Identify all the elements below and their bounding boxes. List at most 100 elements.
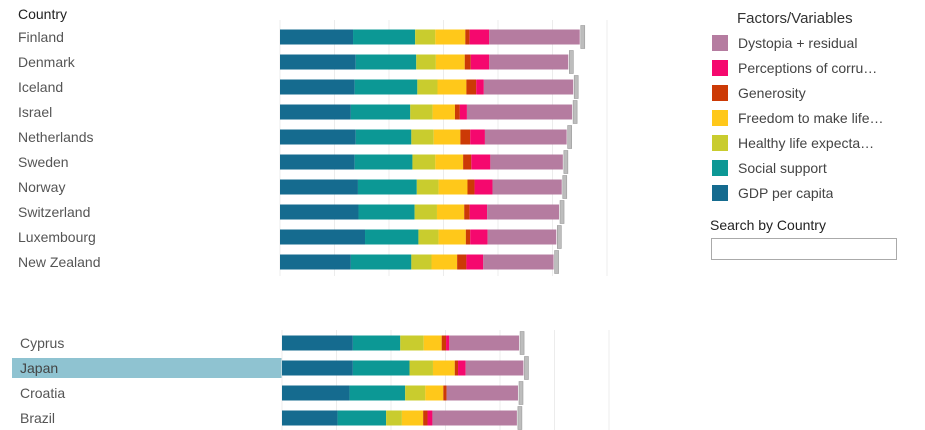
bar-segment[interactable] xyxy=(410,104,433,120)
bar-segment[interactable] xyxy=(415,29,436,45)
search-country-input[interactable] xyxy=(711,238,897,260)
bar-segment[interactable] xyxy=(354,79,418,95)
country-label[interactable]: New Zealand xyxy=(18,254,101,270)
bar-segment[interactable] xyxy=(337,410,387,426)
country-label[interactable]: Japan xyxy=(12,358,282,378)
country-label[interactable]: Croatia xyxy=(20,385,66,401)
bar-segment[interactable] xyxy=(465,229,471,245)
bar-segment[interactable] xyxy=(438,229,466,245)
bar-segment[interactable] xyxy=(282,360,353,376)
country-label[interactable]: Norway xyxy=(18,179,66,195)
bar-segment[interactable] xyxy=(412,154,436,170)
bar-segment[interactable] xyxy=(411,129,434,145)
bar-segment[interactable] xyxy=(280,29,354,45)
legend-item[interactable]: Social support xyxy=(712,155,917,180)
bar-segment[interactable] xyxy=(449,335,520,351)
country-label[interactable]: Israel xyxy=(18,104,53,120)
bar-segment[interactable] xyxy=(467,179,475,195)
bar-segment[interactable] xyxy=(435,154,464,170)
bar-segment[interactable] xyxy=(354,154,413,170)
bar-segment[interactable] xyxy=(416,54,436,70)
bar-segment[interactable] xyxy=(483,79,574,95)
bar-segment[interactable] xyxy=(454,360,459,376)
bar-segment[interactable] xyxy=(484,129,567,145)
bar-segment[interactable] xyxy=(427,410,433,426)
bar-segment[interactable] xyxy=(386,410,402,426)
bar-segment[interactable] xyxy=(490,154,563,170)
country-label[interactable]: Iceland xyxy=(18,79,64,95)
bar-segment[interactable] xyxy=(446,335,450,351)
bar-segment[interactable] xyxy=(280,79,355,95)
bar-segment[interactable] xyxy=(350,104,411,120)
bar-segment[interactable] xyxy=(436,204,465,220)
bar-segment[interactable] xyxy=(432,104,455,120)
bar-segment[interactable] xyxy=(459,104,467,120)
bar-segment[interactable] xyxy=(435,29,466,45)
bar-segment[interactable] xyxy=(469,29,490,45)
bar-segment[interactable] xyxy=(432,360,455,376)
bar-segment[interactable] xyxy=(418,229,439,245)
bar-segment[interactable] xyxy=(489,29,580,45)
bar-segment[interactable] xyxy=(431,254,458,270)
bar-segment[interactable] xyxy=(350,254,412,270)
bar-segment[interactable] xyxy=(463,154,472,170)
bar-segment[interactable] xyxy=(416,179,439,195)
country-label[interactable]: Switzerland xyxy=(18,204,91,220)
bar-segment[interactable] xyxy=(423,335,442,351)
bar-segment[interactable] xyxy=(355,54,417,70)
bar-segment[interactable] xyxy=(483,254,554,270)
bar-segment[interactable] xyxy=(433,129,461,145)
country-label[interactable]: Netherlands xyxy=(18,129,94,145)
bar-segment[interactable] xyxy=(458,360,466,376)
bar-segment[interactable] xyxy=(355,129,412,145)
bar-segment[interactable] xyxy=(470,229,488,245)
bar-segment[interactable] xyxy=(466,104,573,120)
bar-segment[interactable] xyxy=(417,79,438,95)
bar-segment[interactable] xyxy=(349,385,406,401)
legend-item[interactable]: Freedom to make life… xyxy=(712,105,917,130)
bar-segment[interactable] xyxy=(470,129,485,145)
bar-segment[interactable] xyxy=(357,179,417,195)
bar-segment[interactable] xyxy=(446,385,518,401)
bar-segment[interactable] xyxy=(489,54,569,70)
bar-segment[interactable] xyxy=(466,254,484,270)
country-label[interactable]: Finland xyxy=(18,29,64,45)
bar-segment[interactable] xyxy=(280,129,356,145)
bar-segment[interactable] xyxy=(432,410,517,426)
bar-segment[interactable] xyxy=(414,204,437,220)
bar-segment[interactable] xyxy=(443,385,447,401)
bar-segment[interactable] xyxy=(465,29,470,45)
bar-segment[interactable] xyxy=(282,335,353,351)
bar-segment[interactable] xyxy=(280,154,355,170)
bar-segment[interactable] xyxy=(409,360,433,376)
bar-segment[interactable] xyxy=(423,410,428,426)
bar-segment[interactable] xyxy=(282,385,350,401)
country-label[interactable]: Denmark xyxy=(18,54,75,70)
bar-segment[interactable] xyxy=(280,204,359,220)
bar-segment[interactable] xyxy=(437,79,467,95)
bar-segment[interactable] xyxy=(457,254,467,270)
bar-segment[interactable] xyxy=(280,229,366,245)
bar-segment[interactable] xyxy=(352,335,401,351)
bar-segment[interactable] xyxy=(280,179,358,195)
legend-item[interactable]: Perceptions of corru… xyxy=(712,55,917,80)
bar-segment[interactable] xyxy=(405,385,426,401)
bar-segment[interactable] xyxy=(465,360,524,376)
legend-item[interactable]: Dystopia + residual xyxy=(712,30,917,55)
bar-segment[interactable] xyxy=(353,29,416,45)
bar-segment[interactable] xyxy=(492,179,562,195)
bar-segment[interactable] xyxy=(352,360,410,376)
bar-segment[interactable] xyxy=(441,335,447,351)
bar-segment[interactable] xyxy=(438,179,468,195)
bar-segment[interactable] xyxy=(435,54,465,70)
country-label[interactable]: Cyprus xyxy=(20,335,65,351)
bar-segment[interactable] xyxy=(469,204,488,220)
bar-segment[interactable] xyxy=(476,79,484,95)
legend-item[interactable]: GDP per capita xyxy=(712,180,917,205)
bar-segment[interactable] xyxy=(474,179,493,195)
bar-segment[interactable] xyxy=(470,54,490,70)
legend-item[interactable]: Healthy life expecta… xyxy=(712,130,917,155)
bar-segment[interactable] xyxy=(358,204,415,220)
bar-segment[interactable] xyxy=(411,254,432,270)
bar-segment[interactable] xyxy=(282,410,338,426)
